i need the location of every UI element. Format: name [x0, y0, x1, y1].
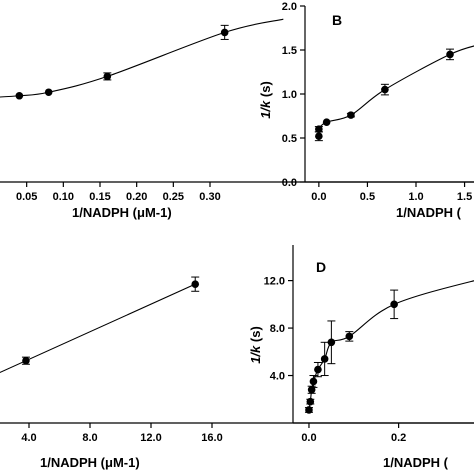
- x-tick-label: 12.0: [140, 432, 161, 444]
- plot-series: [304, 280, 474, 414]
- y-tick-label: 0.0: [282, 177, 297, 189]
- y-axis-label-var: 1/k: [248, 342, 263, 364]
- x-tick-label: 0.10: [53, 191, 74, 203]
- y-tick-label: 2.0: [282, 1, 297, 13]
- panel-D: 0.0 0.2 4.0 8.0 12.0 1/NADPH ( 1/k (s) D: [248, 245, 474, 470]
- x-tick-label: 0.0: [301, 432, 316, 444]
- data-point: [315, 132, 323, 141]
- data-point: [314, 365, 322, 374]
- data-point: [44, 88, 53, 97]
- x-tick-label: 0.2: [391, 432, 406, 444]
- x-tick-label: 0.05: [16, 191, 37, 203]
- fit-line: [0, 283, 196, 374]
- y-tick-label: 1.5: [282, 45, 297, 57]
- x-tick-label: 0.25: [163, 191, 184, 203]
- x-axis-label: 1/NADPH (μM-1): [72, 205, 172, 220]
- y-tick-label: 8.0: [270, 323, 285, 335]
- y-axis-label: 1/k (s): [248, 326, 263, 364]
- data-point: [103, 72, 112, 81]
- x-tick-label: 0.0: [311, 191, 326, 203]
- data-point: [347, 111, 355, 119]
- data-point: [191, 280, 200, 288]
- x-tick-label: 8.0: [82, 432, 97, 444]
- panel-B: 0.0 0.5 1.0 1.5 0.0 0.5 1.0 1.5 2.0 1/NADPH ( 1/k …: [258, 1, 474, 220]
- data-point: [220, 28, 229, 37]
- x-tick-label: 16.0: [201, 432, 222, 444]
- panel-A: 0.05 0.10 0.15 0.20 0.25 0.30 1/NADPH (μM-1): [0, 18, 474, 220]
- data-point: [381, 85, 389, 94]
- x-tick-label: 1.0: [408, 191, 423, 203]
- x-tick-label: 4.0: [21, 432, 36, 444]
- x-tick-label: 0.30: [199, 191, 220, 203]
- x-axis-label: 1/NADPH (: [383, 455, 449, 470]
- plot-series: [0, 276, 200, 374]
- x-tick-label: 0.15: [89, 191, 110, 203]
- data-point: [446, 50, 454, 59]
- x-tick-label: 0.20: [126, 191, 147, 203]
- data-point: [390, 300, 398, 309]
- x-tick-label: 1.5: [457, 191, 472, 203]
- data-point: [315, 125, 323, 133]
- data-point: [305, 406, 313, 414]
- y-axis-label-unit: (s): [248, 326, 263, 342]
- x-axis-label: 1/NADPH (μM-1): [40, 455, 140, 470]
- y-tick-label: 1.0: [282, 89, 297, 101]
- x-axis-label: 1/NADPH (: [396, 205, 462, 220]
- y-tick-label: 4.0: [270, 371, 285, 383]
- plot-series: [0, 18, 284, 100]
- panel-letter: D: [316, 259, 326, 275]
- data-point: [22, 356, 30, 365]
- data-point: [15, 91, 24, 100]
- y-axis-label: 1/k (s): [258, 81, 273, 119]
- data-point: [309, 377, 318, 386]
- data-point: [306, 397, 315, 406]
- data-point: [322, 118, 331, 126]
- data-point: [320, 355, 329, 363]
- data-point: [327, 338, 336, 347]
- y-tick-label: 0.5: [282, 133, 297, 145]
- data-point: [345, 332, 354, 341]
- y-tick-label: 12.0: [264, 276, 285, 288]
- fit-curve: [0, 18, 284, 98]
- plot-series: [314, 45, 474, 142]
- y-axis-label-unit: (s): [258, 81, 273, 97]
- y-axis-label-var: 1/k: [258, 97, 273, 119]
- x-tick-label: 0.5: [360, 191, 375, 203]
- panel-letter: B: [332, 12, 342, 28]
